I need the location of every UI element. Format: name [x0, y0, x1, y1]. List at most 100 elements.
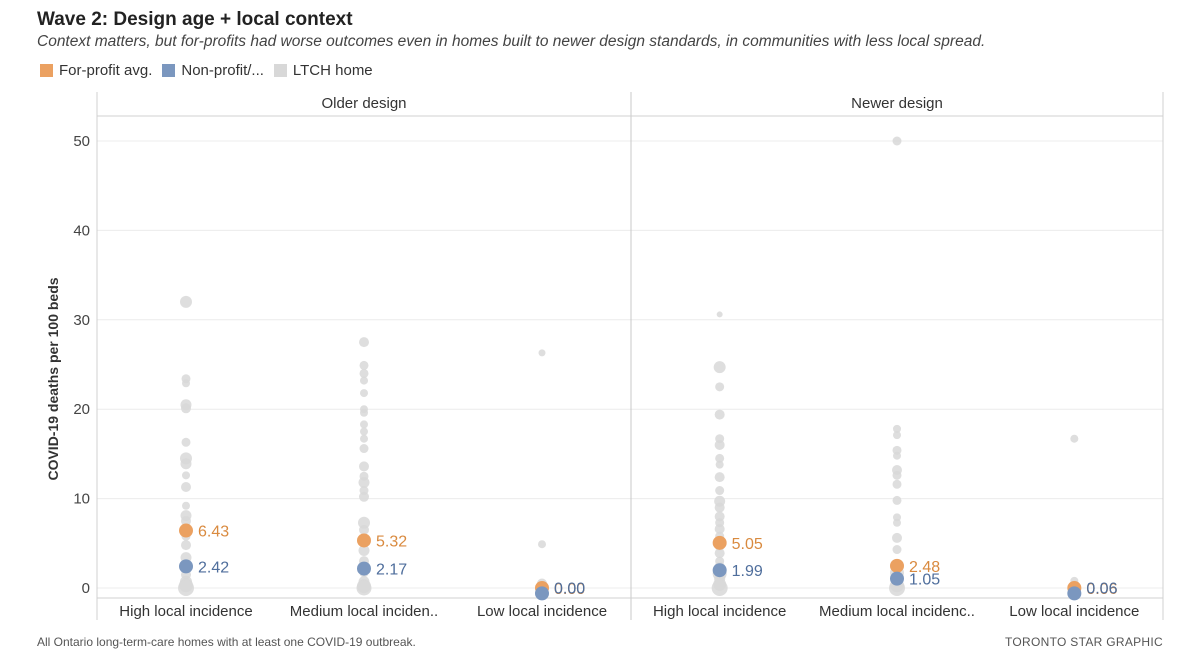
- legend-swatch-for-profit: [40, 64, 53, 77]
- ltch-home-point: [360, 434, 368, 443]
- ltch-home-point: [714, 548, 725, 559]
- ltch-home-point: [893, 451, 901, 460]
- ltch-home-point: [360, 420, 368, 429]
- y-axis-label: COVID-19 deaths per 100 beds: [45, 277, 61, 480]
- for-profit-avg-label: 0.06: [1086, 581, 1117, 598]
- ltch-home-point: [714, 439, 725, 450]
- non-profit-avg-label: 0.00: [554, 580, 585, 597]
- ltch-home-point: [181, 403, 191, 414]
- legend-label-for-profit: For-profit avg.: [59, 62, 153, 79]
- legend-swatch-ltch-home: [273, 64, 287, 77]
- ltch-home-point: [715, 453, 725, 463]
- ltch-home-point: [714, 502, 725, 513]
- y-tick-label: 50: [73, 133, 90, 150]
- ltch-home-point: [538, 540, 546, 549]
- legend-item-non-profit[interactable]: Non-profit/...: [162, 62, 264, 79]
- ltch-home-point: [893, 518, 901, 527]
- for-profit-avg-point: [357, 533, 371, 548]
- for-profit-avg-point: [712, 535, 727, 550]
- ltch-home-point: [892, 479, 902, 489]
- non-profit-avg-point: [179, 559, 193, 574]
- non-profit-avg-label: 2.17: [376, 562, 407, 579]
- non-profit-avg-label: 0.06: [1086, 580, 1117, 597]
- legend-item-for-profit[interactable]: For-profit avg.: [40, 62, 152, 79]
- ltch-home-point: [359, 524, 369, 535]
- ltch-home-point: [714, 472, 725, 483]
- ltch-home-point: [356, 580, 372, 596]
- ltch-home-point: [360, 427, 368, 436]
- ltch-home-point: [714, 511, 725, 522]
- y-tick-label: 20: [73, 401, 90, 418]
- for-profit-avg-label: 2.48: [909, 559, 940, 576]
- ltch-home-point: [892, 495, 902, 505]
- legend-swatch-non-profit: [162, 64, 176, 77]
- x-tick-label: Medium local inciden..: [290, 603, 438, 620]
- ltch-home-point: [714, 409, 725, 420]
- x-tick-label: High local incidence: [653, 603, 786, 620]
- footer-credit: TORONTO STAR GRAPHIC: [1004, 635, 1163, 649]
- y-tick-label: 10: [73, 491, 90, 508]
- ltch-home-point: [359, 491, 369, 502]
- legend-label-non-profit: Non-profit/...: [181, 62, 264, 79]
- ltch-home-point: [893, 431, 901, 440]
- panel-title-1: Newer design: [851, 95, 943, 112]
- ltch-home-point: [180, 458, 192, 470]
- non-profit-avg-point: [1067, 586, 1082, 601]
- ltch-home-point: [716, 311, 723, 318]
- ltch-home-point: [182, 471, 190, 480]
- non-profit-avg-point: [535, 586, 549, 601]
- ltch-home-point: [358, 544, 370, 556]
- scatter-chart: 0 10 20 30 40 50 COVID-19 deaths per 100 beds O…: [45, 92, 1164, 620]
- ltch-home-point: [181, 437, 191, 447]
- ltch-home-point: [892, 545, 902, 555]
- for-profit-avg-label: 6.43: [198, 524, 229, 541]
- non-profit-avg-point: [712, 563, 727, 578]
- ltch-home-point: [892, 470, 902, 480]
- ltch-home-point: [713, 361, 726, 374]
- ltch-home-point: [181, 481, 191, 492]
- ltch-home-point: [359, 461, 369, 472]
- ltch-home-point: [182, 501, 190, 510]
- y-tick-label: 0: [82, 580, 90, 597]
- ltch-home-point: [359, 337, 369, 348]
- for-profit-avg-point: [179, 523, 193, 538]
- x-tick-label: Low local incidence: [1009, 603, 1139, 620]
- x-tick-label: High local incidence: [119, 603, 252, 620]
- ltch-home-point: [181, 540, 191, 551]
- chart-title: Wave 2: Design age + local context: [37, 9, 353, 30]
- legend-label-ltch-home: LTCH home: [292, 62, 373, 79]
- x-tick-label: Low local incidence: [477, 603, 607, 620]
- footer-note: All Ontario long-term-care homes with at…: [37, 635, 416, 649]
- ltch-home-point: [892, 136, 902, 146]
- ltch-home-point: [892, 532, 902, 543]
- ltch-home-point: [715, 382, 725, 392]
- ltch-home-point: [358, 477, 370, 489]
- non-profit-avg-point: [890, 571, 904, 586]
- ltch-home-point: [359, 368, 369, 378]
- ltch-home-point: [1070, 434, 1079, 443]
- chart-subtitle: Context matters, but for-profits had wor…: [37, 33, 986, 50]
- ltch-home-point: [360, 376, 368, 385]
- ltch-home-point: [359, 360, 369, 370]
- y-tick-label: 40: [73, 222, 90, 239]
- x-tick-label: Medium local incidenc..: [819, 603, 975, 620]
- for-profit-avg-label: 5.05: [732, 536, 763, 553]
- non-profit-avg-label: 1.99: [732, 563, 763, 580]
- ltch-home-point: [715, 460, 724, 469]
- ltch-home-point: [360, 389, 368, 398]
- for-profit-avg-point: [890, 558, 904, 573]
- ltch-home-point: [181, 515, 191, 526]
- ltch-home-point: [180, 295, 192, 308]
- ltch-home-point: [178, 580, 194, 596]
- legend-item-ltch-home[interactable]: LTCH home: [273, 62, 373, 79]
- ltch-home-point: [359, 444, 369, 454]
- for-profit-avg-label: 5.32: [376, 533, 407, 550]
- for-profit-avg-label: 0.00: [554, 581, 585, 598]
- ltch-home-point: [711, 580, 728, 596]
- ltch-home-point: [715, 486, 725, 496]
- y-tick-label: 30: [73, 312, 90, 329]
- non-profit-avg-label: 1.05: [909, 572, 940, 589]
- non-profit-avg-label: 2.42: [198, 559, 229, 576]
- ltch-home-point: [893, 424, 901, 433]
- ltch-home-point: [714, 523, 725, 534]
